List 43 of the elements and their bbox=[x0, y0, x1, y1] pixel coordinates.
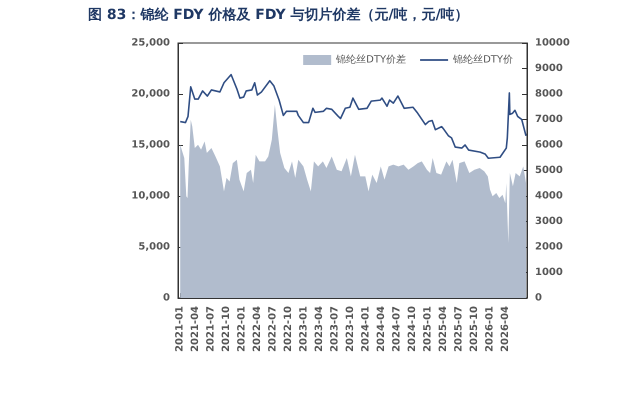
y2-tick-label: 8000 bbox=[535, 88, 563, 100]
x-tick-label: 2024-07 bbox=[391, 306, 402, 352]
x-tick-label: 2025-10 bbox=[468, 306, 480, 352]
y-tick-label: 15,000 bbox=[131, 140, 170, 150]
y2-tick-label: 10000 bbox=[535, 38, 570, 48]
x-tick-label: 2023-07 bbox=[329, 306, 340, 352]
x-tick-label: 2024-01 bbox=[360, 306, 372, 352]
x-tick-label: 2023-10 bbox=[344, 306, 356, 352]
x-tick-label: 2021-04 bbox=[190, 306, 201, 352]
y2-tick-label: 3000 bbox=[535, 216, 563, 227]
x-tick-label: 2026-04 bbox=[500, 306, 511, 352]
x-tick-label: 2026-01 bbox=[484, 306, 496, 352]
y2-tick-label: 4000 bbox=[535, 190, 563, 202]
x-tick-label: 2022-01 bbox=[236, 306, 248, 352]
x-tick-label: 2025-01 bbox=[422, 306, 434, 352]
x-tick-label: 2022-10 bbox=[282, 306, 294, 352]
y2-tick-label: 1000 bbox=[535, 267, 563, 278]
x-tick-label: 2024-10 bbox=[406, 306, 418, 352]
x-tick-label: 2022-07 bbox=[267, 306, 278, 352]
y-tick-label: 20,000 bbox=[131, 88, 170, 100]
x-tick-label: 2022-04 bbox=[252, 306, 263, 352]
x-tick-label: 2023-01 bbox=[298, 306, 310, 352]
line-series bbox=[179, 74, 527, 160]
y2-tick-label: 7000 bbox=[535, 114, 563, 125]
y-tick-label: 5,000 bbox=[138, 242, 170, 252]
x-tick-label: 2024-04 bbox=[376, 306, 387, 352]
y2-tick-label: 0 bbox=[535, 292, 542, 304]
y2-tick-label: 2000 bbox=[535, 242, 563, 252]
y-tick-label: 10,000 bbox=[131, 190, 170, 202]
chart-title: 图 83：锦纶 FDY 价格及 FDY 与切片价差（元/吨，元/吨） bbox=[88, 6, 469, 24]
legend-label: 锦纶丝DTY价差 bbox=[335, 54, 406, 66]
x-tick-label: 2023-04 bbox=[314, 306, 325, 352]
y2-tick-label: 5000 bbox=[535, 165, 563, 176]
x-tick-label: 2025-04 bbox=[438, 306, 449, 352]
legend-label: 锦纶丝DTY价 bbox=[452, 54, 514, 66]
x-tick-label: 2025-07 bbox=[453, 306, 464, 352]
x-tick-label: 2021-07 bbox=[205, 306, 216, 352]
x-tick-label: 2021-01 bbox=[174, 306, 186, 352]
y2-tick-label: 9000 bbox=[535, 63, 563, 74]
x-tick-label: 2021-10 bbox=[221, 306, 232, 352]
y-tick-label: 25,000 bbox=[131, 38, 170, 48]
y2-tick-label: 6000 bbox=[535, 140, 563, 150]
y-tick-label: 0 bbox=[163, 292, 170, 304]
